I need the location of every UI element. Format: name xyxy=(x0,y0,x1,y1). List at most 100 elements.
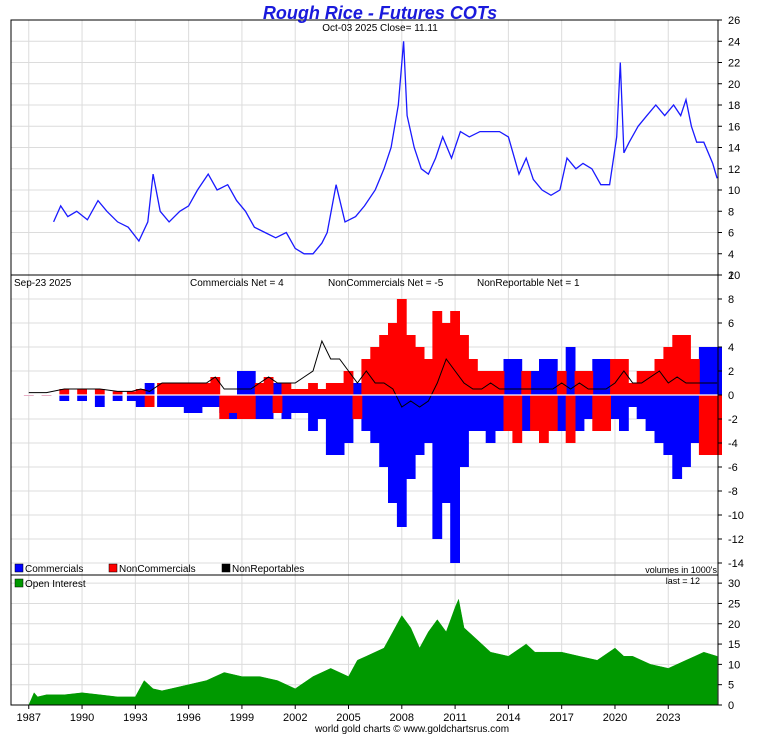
noncommercials-bar xyxy=(370,347,381,395)
commercials-bar xyxy=(361,395,372,431)
y-tick-label: 30 xyxy=(728,578,740,590)
commercials-bar xyxy=(530,371,540,395)
noncommercials-bar xyxy=(547,395,558,431)
noncommercials-bar xyxy=(494,371,505,395)
commercials-net-readout: Commercials Net = 4 xyxy=(190,278,284,289)
noncommercials-bar xyxy=(135,389,146,395)
y-tick-label: 5 xyxy=(728,680,734,692)
commercials-bar xyxy=(308,395,318,431)
commercials-bar xyxy=(245,371,256,395)
noncommercials-bar xyxy=(174,383,185,395)
y-tick-label: 10 xyxy=(728,659,740,671)
last-value-note: last = 12 xyxy=(666,576,700,586)
noncommercials-bar xyxy=(681,335,691,395)
legend-swatch-noncommercials xyxy=(108,563,118,573)
noncommercials-bar xyxy=(210,377,221,395)
noncommercials-bar xyxy=(405,335,416,395)
y-tick-label: 10 xyxy=(728,185,740,197)
commercials-bar xyxy=(237,371,247,395)
commercials-bar xyxy=(592,359,603,395)
noncommercials-bar xyxy=(308,383,318,395)
noncommercials-bar xyxy=(59,389,70,395)
noncommercials-bar xyxy=(690,359,700,395)
commercials-bar xyxy=(94,395,105,407)
commercials-bar xyxy=(619,395,629,431)
legend-label-open-interest: Open Interest xyxy=(25,579,86,590)
y-tick-label: 2 xyxy=(728,270,734,282)
noncommercials-bar xyxy=(539,395,549,443)
commercials-bar xyxy=(183,395,194,413)
commercials-bar xyxy=(334,395,345,455)
y-tick-label: -14 xyxy=(728,558,744,570)
commercials-bar xyxy=(388,395,398,503)
noncommercials-bar xyxy=(272,395,283,413)
x-tick-label: 1993 xyxy=(123,712,147,724)
commercials-bar xyxy=(396,395,407,527)
chart-title: Rough Rice - Futures COTs xyxy=(263,3,497,23)
commercials-bar xyxy=(144,383,155,395)
y-tick-label: 6 xyxy=(728,318,734,330)
commercials-bar xyxy=(423,395,434,443)
commercials-bar xyxy=(468,395,478,431)
commercials-bar xyxy=(290,395,301,413)
legend-swatch-nonreportables xyxy=(221,563,231,573)
noncommercials-bar xyxy=(468,359,478,395)
legend-swatch-commercials xyxy=(14,563,24,573)
commercials-bar xyxy=(494,395,505,431)
x-tick-label: 2017 xyxy=(549,712,573,724)
y-tick-label: 20 xyxy=(728,79,740,91)
noncommercials-bar xyxy=(712,395,722,455)
y-tick-label: 4 xyxy=(728,249,734,261)
y-tick-label: 15 xyxy=(728,639,740,651)
x-tick-label: 1999 xyxy=(230,712,254,724)
oi-panel-frame xyxy=(10,574,719,706)
noncommercials-bar xyxy=(228,395,238,413)
commercials-bar xyxy=(192,395,203,413)
noncommercials-bar xyxy=(192,383,203,395)
commercials-bar xyxy=(317,395,327,419)
volumes-note: volumes in 1000's xyxy=(645,565,717,575)
nonreportable-net-readout: NonReportable Net = 1 xyxy=(477,278,580,289)
commercials-bar xyxy=(698,347,709,395)
commercials-bar xyxy=(583,395,594,419)
x-tick-label: 2005 xyxy=(336,712,360,724)
noncommercials-bar xyxy=(126,391,137,395)
noncommercials-bar xyxy=(77,389,87,395)
y-tick-label: 6 xyxy=(728,228,734,240)
noncommercials-bar xyxy=(654,359,665,395)
tick-layer: 1987 1990 1993 1996 1999 2002 2005 2008 2011 2014… xyxy=(17,15,744,724)
x-tick-label: 2014 xyxy=(496,712,520,724)
y-tick-label: 14 xyxy=(728,143,740,155)
commercials-bar xyxy=(370,395,381,443)
commercials-bar xyxy=(201,395,212,407)
noncommercials-bar xyxy=(627,383,638,395)
noncommercials-bar xyxy=(645,371,656,395)
noncommercials-bar xyxy=(396,299,407,395)
noncommercials-bar xyxy=(144,395,155,407)
y-tick-label: 8 xyxy=(728,206,734,218)
noncommercials-bar xyxy=(290,389,301,395)
commercials-bar xyxy=(712,347,722,395)
commercials-bar xyxy=(414,395,425,455)
commercials-bar xyxy=(210,395,221,407)
commercials-bar xyxy=(485,395,496,443)
y-tick-label: -8 xyxy=(728,486,738,498)
noncommercials-bar xyxy=(663,347,674,395)
cot-legend: Commercials NonCommercials NonReportable… xyxy=(14,563,304,575)
y-tick-label: -10 xyxy=(728,510,744,522)
noncommercials-bar xyxy=(219,395,230,419)
noncommercials-bar xyxy=(334,383,345,395)
y-tick-label: 10 xyxy=(728,270,740,282)
commercials-bar xyxy=(476,395,487,431)
x-tick-label: 2008 xyxy=(390,712,414,724)
y-tick-label: -4 xyxy=(728,438,738,450)
y-tick-label: 0 xyxy=(728,700,734,712)
noncommercials-bar xyxy=(423,359,434,395)
commercials-bar xyxy=(77,395,87,401)
commercials-bar xyxy=(672,395,683,479)
x-tick-label: 2023 xyxy=(656,712,680,724)
noncommercials-bar xyxy=(432,311,443,395)
y-tick-label: 20 xyxy=(728,619,740,631)
noncommercials-bar xyxy=(592,395,603,431)
